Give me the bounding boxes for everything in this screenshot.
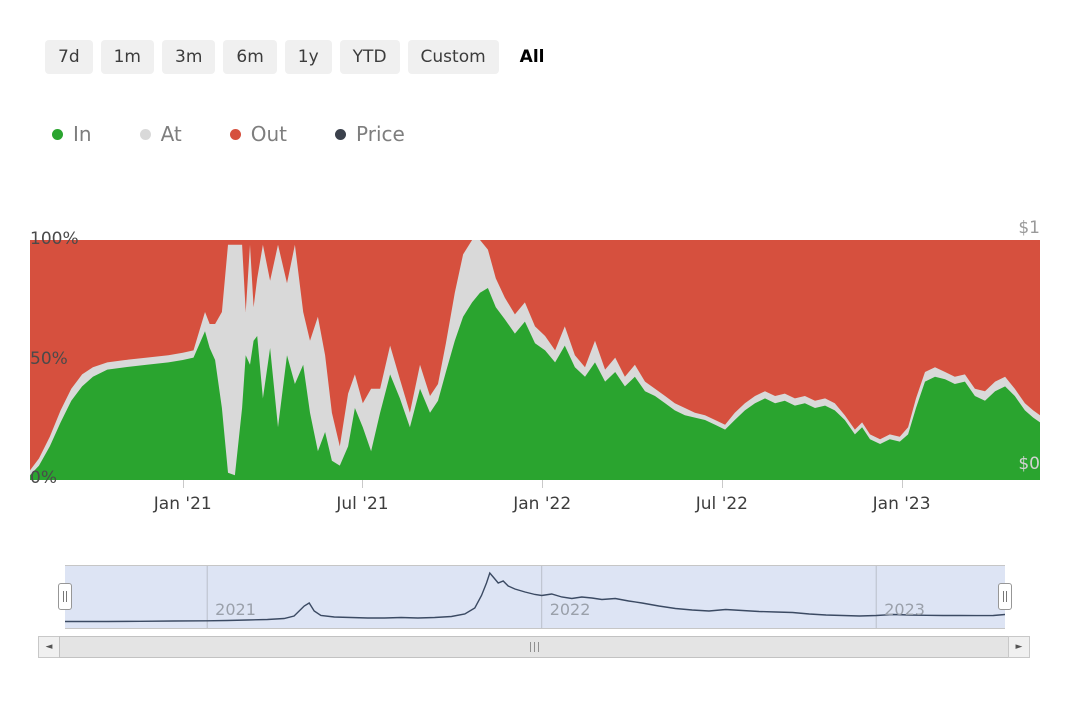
range-button-ytd[interactable]: YTD (339, 40, 400, 75)
x-axis-label-jan22: Jan '22 (513, 494, 572, 514)
x-axis-label-jul22: Jul '22 (695, 494, 749, 514)
legend-dot-at-icon (139, 128, 151, 140)
navigator-handle-right[interactable] (998, 583, 1012, 610)
scrollbar-left-arrow-icon[interactable]: ◄ (38, 636, 60, 658)
navigator-year-2023: 2023 (884, 600, 925, 619)
navigator-year-2022: 2022 (549, 600, 591, 619)
legend-item-in[interactable]: In (52, 122, 92, 146)
x-axis-tickmark (542, 480, 544, 488)
x-axis-label-jan23: Jan '23 (872, 494, 931, 514)
scrollbar: ◄ ► (38, 636, 1030, 658)
legend-dot-out-icon (229, 128, 241, 140)
range-button-1m[interactable]: 1m (100, 40, 154, 75)
range-button-3m[interactable]: 3m (162, 40, 216, 75)
scrollbar-grip-icon (529, 642, 531, 652)
y-axis-label-price-1: $1 (1018, 218, 1040, 238)
range-button-all[interactable]: All (507, 40, 558, 74)
scrollbar-right-arrow-icon[interactable]: ► (1008, 636, 1030, 658)
legend-item-at[interactable]: At (139, 122, 182, 146)
range-button-1y[interactable]: 1y (284, 40, 332, 75)
legend-label-at: At (160, 122, 182, 146)
legend-item-price[interactable]: Price (335, 122, 405, 146)
legend-dot-in-icon (52, 128, 63, 140)
x-axis-tickmark (901, 480, 903, 488)
x-axis-tickmark (182, 480, 184, 488)
navigator-handle-left[interactable] (58, 583, 72, 610)
legend-label-price: Price (356, 122, 405, 146)
range-button-6m[interactable]: 6m (223, 40, 277, 75)
chart-legend: In At Out Price (52, 122, 405, 146)
navigator[interactable] (65, 565, 1005, 629)
x-axis-label-jul21: Jul '21 (336, 494, 389, 514)
range-selector: 7d 1m 3m 6m 1y YTD Custom All (45, 40, 558, 75)
y-axis-label-price-0: $0 (1018, 454, 1040, 474)
x-axis-label-jan21: Jan '21 (153, 494, 212, 514)
legend-label-in: In (73, 122, 92, 146)
legend-item-out[interactable]: Out (229, 122, 288, 146)
y-axis-label-0pct: 0% (30, 468, 57, 488)
y-axis-label-50pct: 50% (30, 349, 68, 369)
y-axis-label-100pct: 100% (30, 229, 79, 249)
range-button-7d[interactable]: 7d (45, 40, 93, 75)
main-chart[interactable] (30, 240, 1040, 480)
main-chart-canvas (30, 240, 1040, 480)
navigator-year-2021: 2021 (215, 600, 256, 619)
legend-dot-price-icon (335, 128, 347, 140)
x-axis-tickmark (721, 480, 723, 488)
range-button-custom[interactable]: Custom (407, 40, 499, 75)
legend-label-out: Out (250, 122, 288, 146)
navigator-canvas (65, 566, 1005, 628)
scrollbar-thumb[interactable] (59, 636, 1009, 658)
x-axis-tickmark (362, 480, 364, 488)
